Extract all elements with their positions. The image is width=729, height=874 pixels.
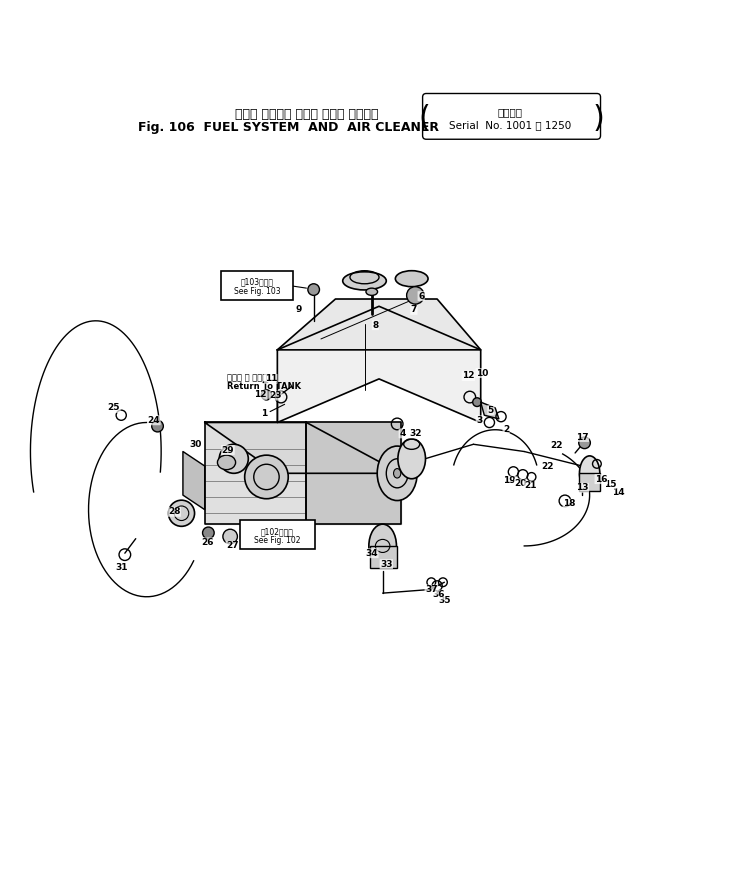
Text: 1: 1 <box>261 408 268 418</box>
Text: 35: 35 <box>438 596 451 605</box>
Text: 20: 20 <box>515 479 527 488</box>
Text: 11: 11 <box>265 374 277 384</box>
Text: (: ( <box>419 104 431 134</box>
FancyBboxPatch shape <box>222 272 293 301</box>
Polygon shape <box>306 422 401 524</box>
Text: 22: 22 <box>550 441 563 450</box>
Ellipse shape <box>366 288 378 295</box>
Polygon shape <box>205 422 401 474</box>
Text: 19: 19 <box>504 476 516 485</box>
Ellipse shape <box>377 446 417 501</box>
Polygon shape <box>183 452 205 510</box>
Text: 9: 9 <box>296 305 303 315</box>
Ellipse shape <box>398 439 426 479</box>
Text: 33: 33 <box>380 559 392 569</box>
Circle shape <box>472 398 481 406</box>
Text: 15: 15 <box>604 480 616 489</box>
Text: 28: 28 <box>168 507 181 517</box>
Text: 10: 10 <box>476 369 488 378</box>
Circle shape <box>168 500 195 526</box>
Text: See Fig. 103: See Fig. 103 <box>234 287 281 295</box>
Ellipse shape <box>343 272 386 290</box>
Polygon shape <box>480 402 499 419</box>
Text: ): ) <box>593 104 604 134</box>
Circle shape <box>579 437 590 448</box>
Text: 32: 32 <box>409 429 421 438</box>
Circle shape <box>223 530 238 544</box>
Text: 第102図参照: 第102図参照 <box>261 527 294 536</box>
Text: See Fig. 102: See Fig. 102 <box>254 536 300 545</box>
Text: 12: 12 <box>254 391 267 399</box>
FancyBboxPatch shape <box>423 94 601 139</box>
Text: 21: 21 <box>524 482 537 490</box>
Text: 4: 4 <box>399 429 405 438</box>
Text: 18: 18 <box>563 499 575 509</box>
Text: 12: 12 <box>462 371 475 380</box>
Text: 23: 23 <box>270 391 282 400</box>
Text: 8: 8 <box>373 321 378 329</box>
Text: 36: 36 <box>432 590 445 599</box>
Text: 37: 37 <box>425 585 437 594</box>
Ellipse shape <box>369 524 397 568</box>
Text: タンク へ もどる: タンク へ もどる <box>227 373 267 382</box>
Circle shape <box>407 287 424 304</box>
Text: 34: 34 <box>365 549 378 558</box>
Ellipse shape <box>217 455 235 469</box>
Text: 25: 25 <box>108 404 120 413</box>
Polygon shape <box>277 299 480 350</box>
Text: 第103図参照: 第103図参照 <box>241 278 273 287</box>
Text: 26: 26 <box>201 538 214 547</box>
Circle shape <box>308 284 319 295</box>
Text: Fig. 106  FUEL SYSTEM  AND  AIR CLEANER: Fig. 106 FUEL SYSTEM AND AIR CLEANER <box>138 121 439 134</box>
Text: 5: 5 <box>488 406 494 414</box>
Text: 30: 30 <box>190 440 202 448</box>
Text: 適用号數: 適用号數 <box>497 108 522 117</box>
Bar <box>370 546 397 568</box>
FancyBboxPatch shape <box>240 520 315 549</box>
Text: 14: 14 <box>612 489 625 497</box>
Polygon shape <box>205 422 306 524</box>
Ellipse shape <box>245 455 288 499</box>
Text: 24: 24 <box>147 416 160 425</box>
Text: フェル システム および エアー クリーナ: フェル システム および エアー クリーナ <box>235 108 378 121</box>
Text: 22: 22 <box>541 461 554 470</box>
Ellipse shape <box>395 271 428 287</box>
Circle shape <box>262 390 271 400</box>
Text: 31: 31 <box>115 563 128 572</box>
Text: 3: 3 <box>476 416 483 425</box>
Text: 2: 2 <box>503 426 510 434</box>
Bar <box>580 474 600 490</box>
Circle shape <box>203 527 214 538</box>
Ellipse shape <box>580 456 600 490</box>
Text: Serial  No. 1001 ～ 1250: Serial No. 1001 ～ 1250 <box>448 120 571 129</box>
Circle shape <box>152 420 163 432</box>
Text: 17: 17 <box>576 433 589 441</box>
Text: Return To TANK: Return To TANK <box>227 382 300 391</box>
Circle shape <box>219 444 249 474</box>
Text: 13: 13 <box>576 483 588 492</box>
Text: 27: 27 <box>226 541 238 551</box>
Polygon shape <box>277 306 480 422</box>
Text: 29: 29 <box>222 446 234 454</box>
Text: 6: 6 <box>418 292 424 301</box>
Ellipse shape <box>394 468 401 478</box>
Text: 7: 7 <box>410 305 417 315</box>
Text: 16: 16 <box>595 475 607 483</box>
